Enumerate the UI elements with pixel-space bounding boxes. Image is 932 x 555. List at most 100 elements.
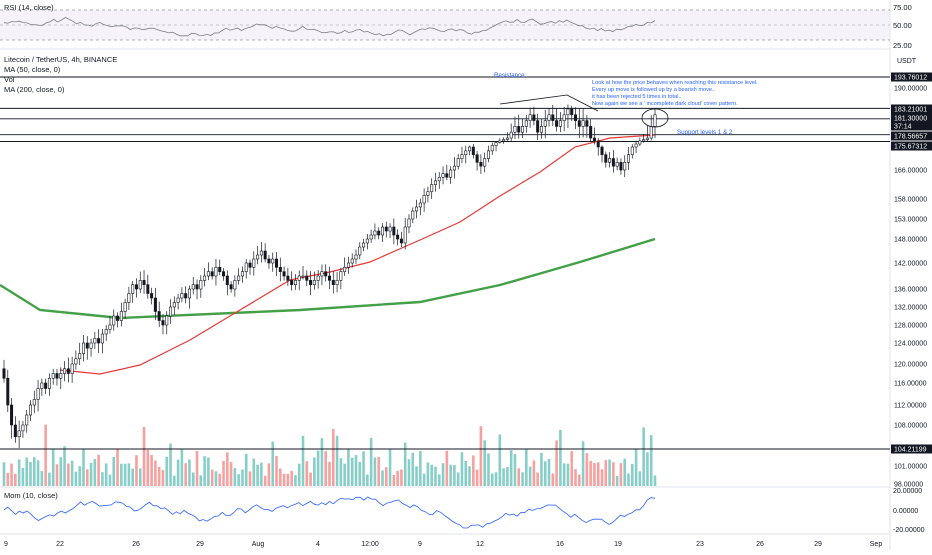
- volume-bar: [472, 455, 475, 486]
- price-tag-box: [891, 113, 932, 123]
- candle-body: [645, 137, 649, 140]
- volume-bar: [78, 466, 81, 486]
- time-tick: 23: [696, 541, 704, 548]
- time-tick: 9: [4, 541, 8, 548]
- volume-bar: [570, 451, 574, 486]
- volume-bar: [173, 475, 176, 486]
- volume-bar: [551, 473, 555, 486]
- candle-body: [407, 218, 411, 228]
- candle-body: [547, 114, 551, 121]
- rsi-tick: 75.00: [893, 3, 912, 12]
- price-tick: 142.00000: [894, 261, 927, 268]
- candle-body: [581, 120, 585, 127]
- candle-body: [377, 230, 381, 236]
- volume-bar: [165, 456, 169, 486]
- volume-bar: [256, 464, 259, 486]
- volume-bar: [634, 449, 638, 486]
- drawings[interactable]: [499, 94, 669, 128]
- mom-path: [3, 496, 656, 529]
- candle-body: [536, 120, 540, 133]
- candle-body: [543, 120, 547, 127]
- candle-body: [252, 258, 256, 268]
- candle-body: [634, 143, 638, 148]
- price-tag-text: 183.21001: [894, 107, 927, 114]
- time-tick: 29: [196, 541, 204, 548]
- volume-bar: [453, 465, 456, 486]
- volume-bar: [528, 466, 532, 486]
- momentum-pane: [3, 496, 656, 529]
- candle-body: [47, 377, 51, 389]
- price-tick: 112.00000: [894, 403, 927, 410]
- candle-body: [604, 154, 608, 163]
- candle-body: [278, 267, 282, 272]
- volume-bar: [226, 452, 229, 486]
- candle-body: [70, 363, 74, 374]
- candle-body: [169, 306, 173, 317]
- note-line: Look at how the price behaves when reach…: [592, 80, 758, 86]
- candle-body: [558, 120, 562, 127]
- volume-bar: [411, 452, 415, 486]
- volume-bar: [388, 449, 392, 486]
- volume-bar: [214, 471, 218, 486]
- candle-body: [244, 262, 248, 272]
- candle-body: [577, 120, 581, 127]
- volume-bar: [612, 462, 615, 486]
- volume-bar: [282, 473, 286, 486]
- volume-bar: [218, 473, 222, 486]
- volume-bar: [275, 455, 278, 486]
- candle-body: [415, 206, 419, 212]
- volume-bar: [369, 437, 373, 486]
- candle-body: [498, 140, 502, 143]
- volume-bar: [2, 462, 6, 486]
- candle-body: [127, 293, 131, 303]
- volume-bar: [419, 450, 422, 486]
- price-tick: 158.00000: [894, 197, 927, 204]
- candle-body: [51, 373, 55, 379]
- volume-bar: [623, 458, 627, 486]
- candle-body: [483, 158, 487, 167]
- ma50-path: [59, 134, 656, 375]
- volume-bar: [381, 470, 384, 486]
- candle-body: [566, 108, 570, 116]
- price-tag-box: [891, 72, 932, 82]
- volume-bar: [509, 450, 513, 486]
- candle-body: [131, 284, 135, 294]
- candle-body: [123, 302, 127, 312]
- candle-body: [441, 173, 445, 178]
- volume-bar: [638, 471, 642, 486]
- volume-bar: [434, 466, 437, 486]
- candle-body: [430, 184, 434, 193]
- volume-bar: [400, 469, 403, 486]
- note-line: Now again we see a ' incomplete dark clo…: [592, 101, 738, 107]
- candle-body: [199, 280, 203, 290]
- volume-bar: [301, 435, 305, 486]
- volume-bar: [248, 471, 252, 486]
- volume-bar: [169, 443, 172, 486]
- candle-body: [460, 154, 464, 159]
- candle-body: [373, 230, 377, 236]
- candle-body: [490, 145, 494, 152]
- volume-bar: [244, 453, 248, 486]
- volume-bar: [203, 456, 206, 486]
- volume-bar: [233, 468, 237, 486]
- candle-body: [532, 114, 536, 121]
- volume-bar: [646, 452, 649, 486]
- candle-body: [13, 424, 17, 438]
- candle-body: [600, 146, 604, 155]
- volume-bar: [456, 472, 460, 486]
- candle-body: [74, 358, 78, 365]
- candle-body: [422, 195, 426, 204]
- time-axis[interactable]: 9 22 26 29 Aug 4 12:00 9 12 16 19 23 26 29 Sep: [4, 541, 882, 548]
- volume-bar: [441, 463, 445, 486]
- candle-body: [396, 234, 400, 240]
- price-tick: 132.00000: [894, 305, 927, 312]
- volume-bar: [490, 473, 494, 486]
- candle-body: [184, 293, 188, 299]
- candle-body: [521, 126, 525, 133]
- rsi-path: [3, 17, 656, 37]
- candle-body: [589, 126, 593, 139]
- time-tick: 12: [476, 541, 484, 548]
- candle-body: [316, 275, 320, 281]
- volume-bar: [316, 450, 320, 486]
